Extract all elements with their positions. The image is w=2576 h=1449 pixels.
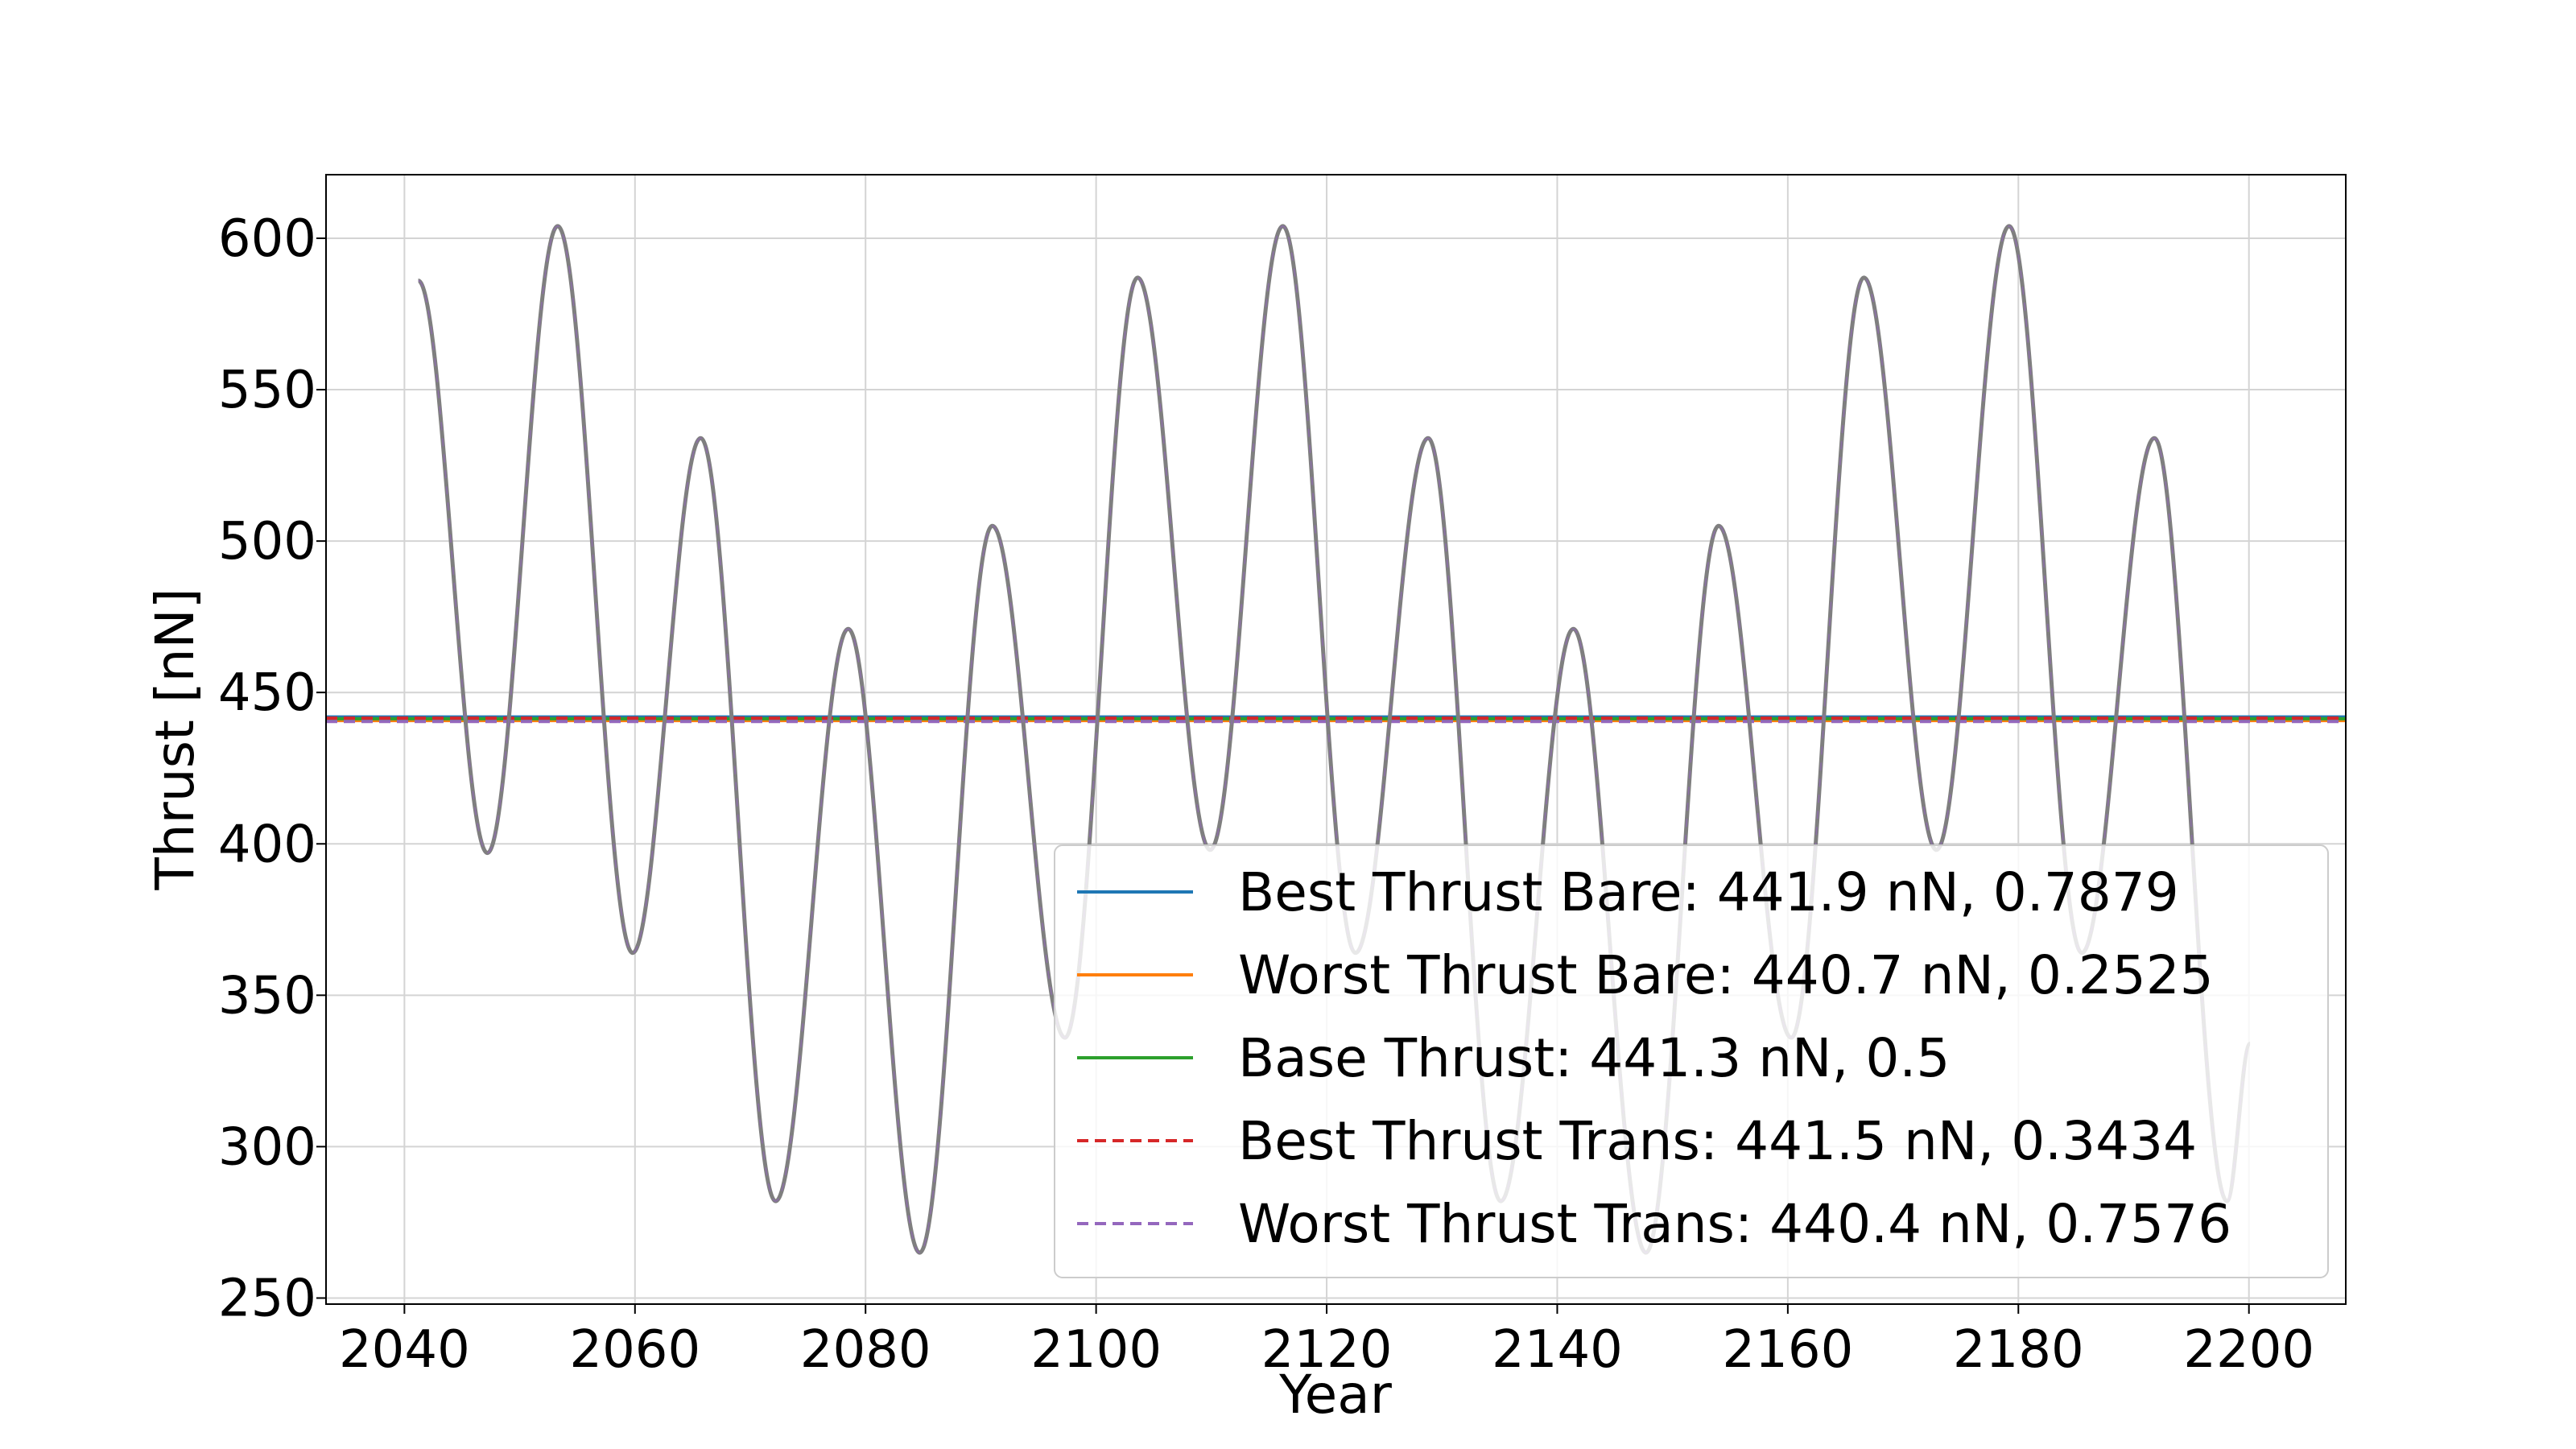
legend-label-2: Base Thrust: 441.3 nN, 0.5 — [1238, 1027, 1950, 1089]
y-tick-label: 500 — [218, 512, 316, 572]
x-tick-label: 2160 — [1722, 1320, 1853, 1380]
y-tick-label: 300 — [218, 1117, 316, 1177]
plot-area-frame — [325, 174, 2347, 1305]
x-tick-label: 2120 — [1261, 1320, 1393, 1380]
y-axis-label: Thrust [nN] — [144, 588, 206, 890]
x-tick-label: 2180 — [1953, 1320, 2084, 1380]
y-tick-label: 450 — [218, 663, 316, 723]
x-tick-label: 2100 — [1030, 1320, 1162, 1380]
x-tick-label: 2080 — [800, 1320, 931, 1380]
y-tick-label: 250 — [218, 1269, 316, 1328]
x-tick-label: 2060 — [569, 1320, 700, 1380]
ticks: 2040 2060 2080 2100 2120 2140 2160 2180 2200 250 3… — [218, 209, 2314, 1380]
legend-label-3: Best Thrust Trans: 441.5 nN, 0.3434 — [1238, 1110, 2197, 1172]
x-tick-label: 2200 — [2183, 1320, 2314, 1380]
legend-label-4: Worst Thrust Trans: 440.4 nN, 0.7576 — [1238, 1193, 2231, 1255]
legend-label-1: Worst Thrust Bare: 440.7 nN, 0.2525 — [1238, 944, 2214, 1006]
legend: Best Thrust Bare: 441.9 nN, 0.7879 Worst … — [1054, 844, 2329, 1278]
y-tick-label: 550 — [218, 361, 316, 420]
x-tick-label: 2140 — [1492, 1320, 1623, 1380]
legend-box — [1054, 844, 2329, 1278]
y-tick-label: 600 — [218, 209, 316, 269]
x-axis-label: Year — [1278, 1364, 1393, 1426]
y-tick-label: 350 — [218, 966, 316, 1026]
x-tick-label: 2040 — [339, 1320, 470, 1380]
y-tick-label: 400 — [218, 815, 316, 874]
legend-label-0: Best Thrust Bare: 441.9 nN, 0.7879 — [1238, 861, 2179, 923]
